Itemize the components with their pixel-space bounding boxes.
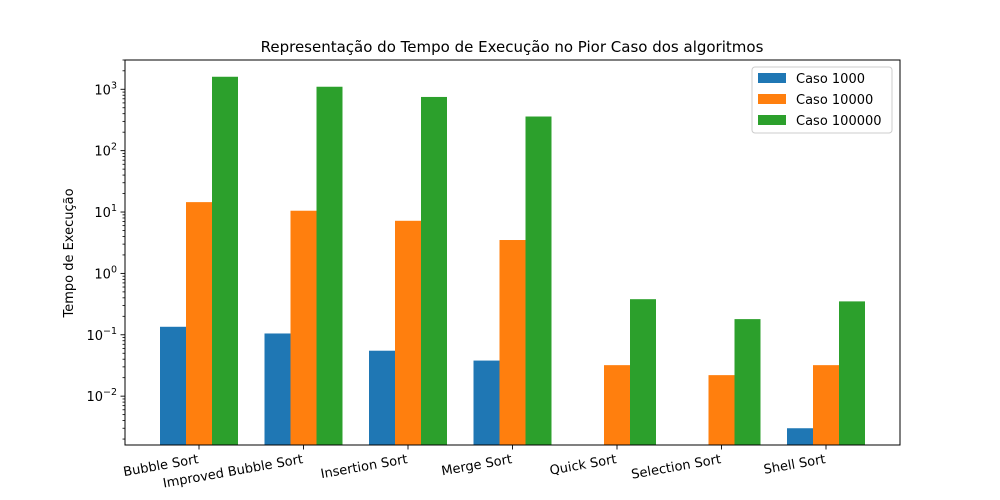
legend-swatch	[758, 94, 786, 104]
bar-5-series-2	[734, 319, 761, 445]
y-tick-label: 102	[94, 142, 117, 160]
x-tick-label: Insertion Sort	[320, 452, 409, 482]
legend-label: Caso 1000	[796, 72, 865, 87]
legend-label: Caso 100000	[796, 114, 882, 129]
bar-6-series-2	[839, 301, 865, 445]
legend-label: Caso 10000	[796, 93, 873, 108]
bar-1-series-2	[316, 86, 343, 445]
x-tick-label: Merge Sort	[440, 452, 513, 479]
bar-0-series-0	[160, 326, 186, 445]
chart-title: Representação do Tempo de Execução no Pi…	[261, 38, 764, 56]
bar-2-series-2	[421, 96, 447, 446]
bars-group	[160, 76, 865, 446]
x-tick-label: Quick Sort	[549, 452, 618, 479]
x-tick-label: Selection Sort	[630, 452, 722, 483]
bar-3-series-2	[525, 116, 552, 445]
bar-2-series-0	[369, 350, 395, 445]
bar-6-series-1	[813, 365, 839, 445]
bar-1-series-1	[290, 210, 317, 445]
bar-0-series-2	[212, 76, 238, 445]
bar-1-series-0	[264, 333, 291, 445]
y-tick-label: 101	[94, 203, 117, 221]
bar-3-series-0	[473, 360, 500, 445]
legend-swatch	[758, 73, 786, 83]
bar-6-series-0	[787, 428, 813, 445]
y-ticks-group: 10−2 10−1 100 101 102 103	[86, 59, 125, 440]
bar-2-series-1	[395, 220, 421, 445]
legend: Caso 1000 Caso 10000 Caso 100000	[751, 66, 893, 134]
y-tick-label: 10−2	[86, 387, 117, 405]
bar-0-series-1	[186, 202, 212, 445]
plot-frame	[124, 59, 901, 446]
y-tick-label: 10−1	[86, 326, 117, 344]
legend-swatch	[758, 115, 786, 125]
bar-3-series-1	[499, 240, 526, 445]
y-tick-label: 100	[94, 264, 117, 282]
bar-4-series-1	[604, 365, 630, 445]
legend-box	[751, 66, 893, 134]
y-axis-label: Tempo de Execução	[62, 188, 77, 318]
y-tick-label: 103	[94, 80, 117, 98]
x-tick-label: Shell Sort	[763, 452, 827, 478]
bar-5-series-1	[708, 375, 735, 445]
bar-4-series-2	[630, 299, 656, 445]
